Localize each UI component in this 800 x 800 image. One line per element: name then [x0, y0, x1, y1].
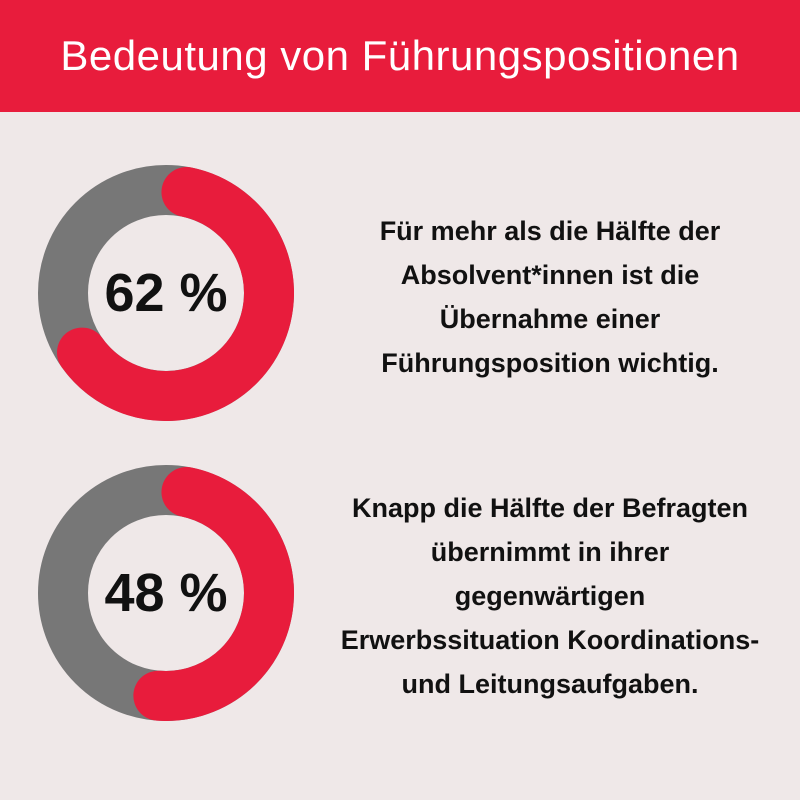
stat-1-line-2: Absolvent*innen ist die: [400, 260, 700, 290]
header-banner: Bedeutung von Führungspositionen: [0, 0, 800, 112]
stat-2-line-4: Erwerbssituation Koordinations-: [340, 625, 760, 655]
donut-chart-1: 62 %: [38, 165, 294, 421]
stat-1-line-3: Übernahme einer: [439, 304, 661, 334]
donut-svg-2: [38, 465, 294, 721]
stat-2-line-3: gegenwärtigen: [454, 581, 646, 611]
donut-value-arc-1: [56, 167, 294, 421]
donut-svg-1: [38, 165, 294, 421]
stat-description-2: Knapp die Hälfte der Befragten übernimmt…: [305, 486, 795, 706]
stat-1-line-4: Führungsposition wichtig.: [381, 348, 719, 378]
stat-2-line-2: übernimmt in ihrer: [430, 537, 670, 567]
stat-2-line-5: und Leitungsaufgaben.: [401, 669, 699, 699]
stat-1-line-1: Für mehr als die Hälfte der: [379, 216, 721, 246]
stat-description-1: Für mehr als die Hälfte der Absolvent*in…: [305, 209, 795, 385]
donut-percent-label-2: 48 %: [104, 563, 228, 623]
stat-2-line-1: Knapp die Hälfte der Befragten: [351, 493, 749, 523]
donut-value-arc-2: [133, 467, 294, 721]
donut-chart-2: 48 %: [38, 465, 294, 721]
page-title: Bedeutung von Führungspositionen: [60, 32, 740, 79]
donut-percent-label-1: 62 %: [104, 263, 228, 323]
